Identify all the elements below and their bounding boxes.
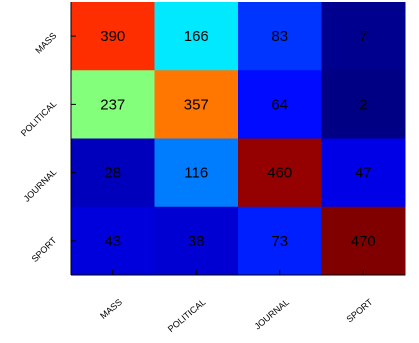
- heatmap-cell: [154, 2, 239, 71]
- y-tick-label: JOURNAL: [22, 167, 59, 204]
- cell-value-label: 237: [100, 96, 125, 113]
- x-tick-labels: MASS POLITICAL JOURNAL SPORT: [98, 297, 375, 335]
- y-tick-label: SPORT: [30, 235, 59, 264]
- y-tick-labels: MASS POLITICAL JOURNAL SPORT: [19, 30, 59, 264]
- heatmap-cell: [238, 138, 322, 208]
- cell-value-label: 116: [184, 165, 208, 182]
- cell-value-label: 7: [359, 28, 367, 45]
- cell-value-label: 73: [271, 233, 288, 250]
- x-tick-label: MASS: [98, 297, 124, 321]
- cell-value-label: 47: [355, 165, 372, 182]
- cells-layer: [71, 2, 406, 276]
- heatmap-cell: [71, 206, 155, 276]
- heatmap-cell: [238, 2, 322, 71]
- x-tick-label: SPORT: [344, 297, 374, 325]
- y-tick-label: MASS: [33, 30, 58, 55]
- cell-value-label: 83: [271, 28, 288, 45]
- x-tick-label: POLITICAL: [166, 297, 208, 334]
- heatmap-cell: [154, 206, 239, 276]
- cell-value-label: 357: [184, 96, 209, 113]
- heatmap-cell: [321, 70, 406, 139]
- cell-value-label: 28: [104, 165, 121, 182]
- cell-value-label: 460: [267, 165, 292, 182]
- heatmap-cell: [71, 138, 155, 208]
- heatmap-cell: [321, 138, 406, 208]
- heatmap-cell: [321, 2, 406, 71]
- cell-value-label: 64: [271, 96, 288, 113]
- heatmap-cell: [71, 2, 155, 71]
- cell-value-label: 43: [104, 233, 121, 250]
- cell-value-label: 2: [359, 96, 367, 113]
- heatmap-cell: [321, 206, 406, 276]
- heatmap-cell: [238, 70, 322, 139]
- axes-layer: [70, 2, 405, 276]
- x-tick-label: JOURNAL: [252, 297, 291, 332]
- heatmap-cell: [71, 70, 155, 139]
- cell-value-label: 470: [351, 233, 376, 250]
- heatmap-cell: [238, 206, 322, 276]
- cell-labels-layer: 390 166 83 7 237 357 64 2 28 116 460 47 43 38 73 470: [100, 28, 376, 250]
- heatmap-cell: [154, 138, 239, 208]
- cell-value-label: 390: [100, 28, 125, 45]
- cell-value-label: 38: [188, 233, 205, 250]
- cell-value-label: 166: [184, 28, 209, 45]
- y-tick-label: POLITICAL: [19, 99, 59, 139]
- heatmap-cell: [154, 70, 239, 139]
